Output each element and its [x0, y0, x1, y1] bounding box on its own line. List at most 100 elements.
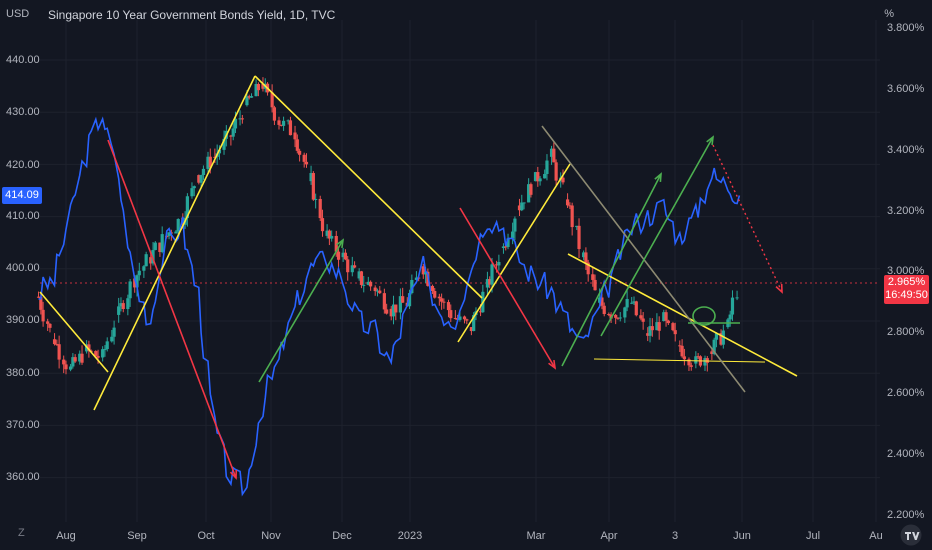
- yellow-trend-line: [457, 163, 571, 343]
- candle-body: [511, 231, 515, 239]
- candle-body: [391, 304, 396, 317]
- left-tick-label: 360.00: [6, 471, 40, 483]
- x-tick-label: 3: [671, 530, 679, 542]
- candle-body: [469, 327, 473, 332]
- candle-body: [680, 345, 684, 357]
- candle-body: [462, 316, 467, 320]
- candle-body: [730, 297, 735, 315]
- candle-body: [421, 266, 425, 275]
- tradingview-logo-icon[interactable]: [900, 524, 922, 546]
- green-trend-line: [600, 136, 714, 337]
- candle-body: [57, 344, 61, 360]
- candle-body: [362, 284, 366, 286]
- candle-body: [272, 107, 277, 121]
- candle-body: [318, 198, 322, 219]
- candle-body: [153, 242, 157, 250]
- candle-body: [639, 315, 643, 319]
- right-tick-label: 2.600%: [887, 387, 925, 399]
- candle-body: [696, 356, 700, 358]
- candle-body: [520, 202, 524, 211]
- candle-body: [197, 175, 201, 183]
- candle-body: [577, 225, 581, 249]
- x-tick-label: Apr: [600, 530, 618, 542]
- arrow-head: [548, 359, 557, 370]
- candle-body: [678, 345, 682, 347]
- candle-body: [517, 205, 522, 211]
- candle-body: [389, 308, 393, 317]
- arrow-head: [775, 283, 783, 294]
- right-tick-label: 3.600%: [887, 83, 925, 95]
- candle-body: [485, 279, 490, 288]
- candle-body: [630, 302, 634, 304]
- candle-body: [552, 148, 556, 163]
- candle-body: [664, 312, 668, 321]
- x-tick-label: Sep: [127, 530, 147, 542]
- candle-body: [662, 312, 666, 321]
- candle-body: [607, 314, 611, 316]
- candle-body: [549, 148, 554, 157]
- arrow-head: [654, 172, 662, 183]
- trend-drawings[interactable]: [39, 75, 798, 480]
- right-tick-label: 3.200%: [887, 205, 925, 217]
- candle-body: [501, 246, 506, 249]
- candle-body: [144, 254, 148, 267]
- candle-body: [373, 287, 377, 292]
- candle-body: [375, 290, 380, 292]
- candle-body: [490, 264, 494, 285]
- candle-body: [128, 281, 132, 299]
- candle-body: [614, 314, 618, 318]
- candle-body: [311, 173, 315, 200]
- arrow-head: [229, 469, 238, 480]
- candle-body: [625, 298, 629, 308]
- candle-body: [602, 305, 606, 315]
- left-tick-label: 370.00: [6, 419, 40, 431]
- candle-body: [632, 301, 636, 303]
- candle-body: [458, 316, 462, 320]
- candle-body: [410, 279, 414, 294]
- candle-body: [714, 333, 719, 340]
- arrow-head: [706, 135, 715, 146]
- candle-body: [176, 219, 180, 232]
- candle-body: [369, 281, 373, 287]
- candle-body: [430, 285, 435, 292]
- candle-body: [336, 251, 341, 260]
- candle-body: [488, 279, 492, 285]
- candle-body: [64, 364, 68, 370]
- candle-body: [261, 83, 265, 89]
- candle-body: [533, 172, 538, 182]
- x-tick-label: Mar: [526, 530, 546, 542]
- timezone-icon[interactable]: Z: [18, 527, 25, 539]
- candle-body: [529, 184, 533, 195]
- candle-body: [568, 205, 572, 207]
- candle-body: [277, 120, 281, 125]
- candle-body: [446, 302, 451, 311]
- candle-body: [190, 188, 194, 197]
- left-tick-label: 440.00: [6, 54, 40, 66]
- arrow-head: [336, 238, 345, 249]
- candle-body: [199, 175, 203, 183]
- candle-body: [62, 359, 66, 365]
- candle-body: [105, 341, 109, 350]
- candle-body: [401, 296, 405, 303]
- candle-body: [449, 310, 453, 319]
- candle-body: [121, 303, 125, 310]
- candle-body: [94, 351, 98, 356]
- candle-body: [256, 84, 260, 91]
- candle-body: [591, 274, 595, 280]
- candle-body: [650, 326, 654, 331]
- left-tick-label: 420.00: [6, 159, 40, 171]
- candle-body: [330, 235, 334, 239]
- x-tick-label: Au: [869, 530, 883, 542]
- candle-body: [110, 336, 114, 342]
- candle-body: [504, 246, 508, 248]
- candle-body: [710, 351, 714, 355]
- candle-body: [433, 291, 437, 298]
- yellow-trend-line: [39, 291, 109, 373]
- candle-body: [137, 270, 141, 276]
- candle-body: [513, 218, 517, 232]
- candle-body: [52, 339, 57, 345]
- candle-body: [119, 303, 123, 307]
- yellow-support-line: [593, 358, 766, 363]
- right-axis-unit: %: [884, 8, 894, 20]
